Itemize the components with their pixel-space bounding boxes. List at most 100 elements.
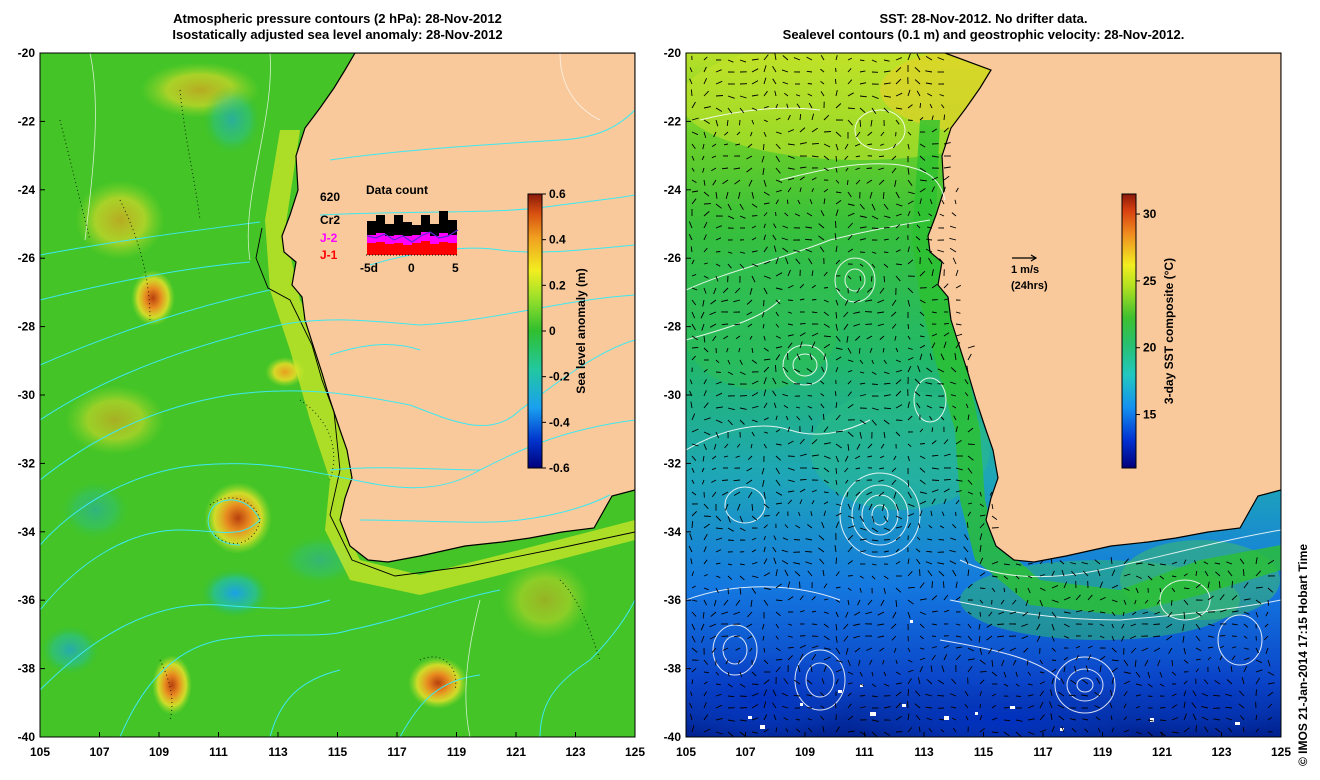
velocity-arrow [963,546,969,553]
velocity-arrow [823,198,826,205]
velocity-arrow [931,646,938,649]
velocity-arrow [773,557,777,565]
velocity-arrow [763,417,769,421]
velocity-arrow [919,143,926,148]
velocity-arrow [793,539,801,541]
velocity-arrow [701,479,705,485]
velocity-arrow [1226,561,1233,565]
velocity-arrow [931,186,935,193]
velocity-arrow [823,635,830,641]
velocity-arrow [747,635,753,640]
velocity-arrow [823,188,829,193]
velocity-arrow [811,188,814,193]
velocity-arrow [809,353,813,361]
lat-tick-label: -24 [664,183,682,197]
velocity-arrow [919,117,924,121]
velocity-arrow [907,611,911,619]
inset-series-cr2: Cr2 [320,213,340,227]
velocity-arrow [739,119,741,126]
velocity-arrow [823,442,831,445]
velocity-arrow [773,535,777,541]
velocity-arrow [955,623,961,626]
velocity-arrow [703,66,707,73]
velocity-arrow [799,478,807,481]
velocity-arrow [1191,702,1197,709]
velocity-arrow [807,405,813,409]
velocity-arrow [991,659,994,667]
velocity-arrow [763,287,768,295]
velocity-arrow [925,248,933,253]
velocity-arrow [943,175,950,181]
velocity-arrow [807,727,813,733]
velocity-arrow [691,443,699,447]
velocity-arrow [763,599,769,606]
velocity-arrow [895,536,901,541]
velocity-arrow [1051,678,1054,685]
velocity-arrow [871,671,874,677]
velocity-arrow [1141,647,1149,652]
velocity-arrow [775,659,783,661]
velocity-arrow [763,701,767,709]
velocity-arrow [1201,716,1209,721]
velocity-arrow [775,323,780,328]
velocity-arrow [747,491,753,499]
velocity-arrow [763,679,770,685]
velocity-arrow [931,283,938,289]
velocity-arrow [955,490,962,493]
velocity-arrow [1255,669,1263,673]
velocity-arrow [895,57,902,61]
velocity-arrow [721,323,729,326]
velocity-arrow [847,347,852,354]
velocity-arrow [835,521,840,529]
velocity-arrow [859,95,867,98]
velocity-arrow [782,81,789,85]
velocity-arrow [835,479,838,485]
velocity-arrow [1243,582,1249,589]
velocity-arrow [1203,679,1209,685]
velocity-arrow [925,56,933,61]
velocity-arrow [1015,563,1022,566]
velocity-arrow [877,299,885,304]
velocity-arrow [859,419,866,425]
velocity-arrow [823,143,831,148]
inset-xtick-0: -5d [360,261,378,275]
velocity-arrow [979,659,986,665]
lat-tick-label: -36 [664,593,682,607]
velocity-arrow [746,479,753,485]
velocity-arrow [727,203,732,211]
velocity-arrow [1201,693,1209,697]
lon-tick-label: 109 [795,745,815,759]
velocity-arrow [835,143,839,151]
velocity-arrow [895,369,903,373]
velocity-arrow [847,119,853,126]
velocity-arrow [746,167,753,173]
velocity-arrow [1015,671,1018,678]
sla-colorbar-tick-label: -0.4 [549,415,570,429]
velocity-arrow [878,179,885,185]
velocity-arrow [823,467,830,473]
velocity-arrow [943,498,947,505]
velocity-arrow [775,502,783,505]
velocity-arrow [1039,671,1045,674]
velocity-arrow [859,371,865,374]
velocity-arrow [703,503,709,510]
geostrophic-velocity-vectors [688,53,1275,737]
velocity-legend-period: (24hrs) [1011,280,1048,292]
velocity-arrow [955,323,962,326]
velocity-arrow [715,587,719,594]
velocity-arrow [823,611,829,615]
inset-bar [394,235,403,243]
velocity-arrow [1110,557,1113,565]
velocity-arrow [871,515,875,523]
velocity-arrow [711,647,717,653]
velocity-arrow [925,693,933,697]
velocity-arrow [1094,705,1101,709]
velocity-arrow [811,425,814,433]
velocity-arrow [727,251,733,254]
velocity-arrow [907,119,913,121]
velocity-arrow [919,198,922,205]
velocity-arrow [703,275,709,279]
velocity-arrow [691,679,694,685]
land-australia-right [927,53,1281,563]
velocity-arrow [703,191,710,197]
